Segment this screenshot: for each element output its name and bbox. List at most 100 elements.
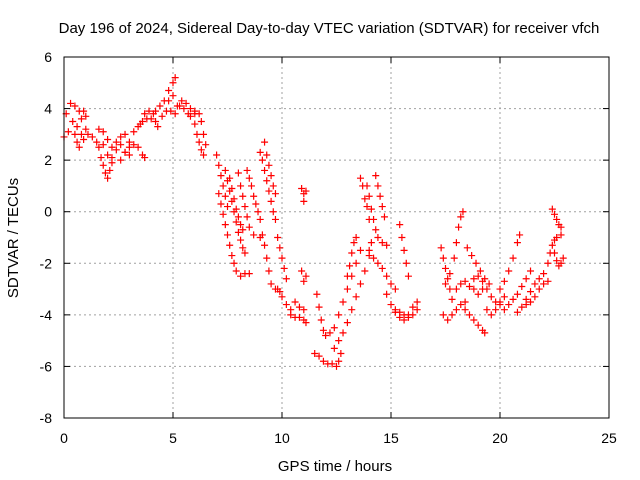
- data-point: [241, 203, 249, 211]
- data-point: [457, 301, 465, 309]
- data-point: [553, 257, 561, 265]
- data-point: [500, 306, 508, 314]
- series-arc38: [396, 221, 412, 280]
- data-point: [117, 141, 125, 149]
- data-point: [224, 231, 231, 239]
- plot-frame: [63, 56, 610, 419]
- data-point: [250, 192, 258, 200]
- data-point: [182, 99, 190, 107]
- series-arc24: [274, 234, 290, 283]
- data-point: [180, 105, 188, 113]
- data-point: [402, 259, 410, 267]
- data-point: [245, 174, 253, 182]
- series-arc43: [439, 298, 469, 324]
- data-point: [557, 223, 565, 231]
- data-point: [237, 236, 245, 244]
- series-arc45: [461, 306, 489, 337]
- data-point: [95, 143, 103, 151]
- data-point: [509, 254, 517, 262]
- data-point: [152, 117, 160, 125]
- series-arc34: [356, 174, 373, 223]
- data-point: [217, 172, 225, 180]
- data-point: [374, 182, 382, 190]
- data-point: [71, 102, 79, 110]
- data-point: [265, 187, 273, 195]
- data-point: [553, 215, 561, 223]
- data-point: [280, 264, 288, 272]
- data-point: [232, 205, 240, 213]
- data-point: [383, 290, 391, 298]
- data-point: [535, 275, 543, 283]
- data-point: [365, 246, 373, 254]
- data-point: [378, 264, 386, 272]
- data-point: [247, 182, 255, 190]
- data-point: [298, 185, 306, 193]
- data-point: [413, 306, 421, 314]
- data-point: [104, 151, 112, 159]
- data-point: [243, 166, 251, 174]
- data-point: [485, 280, 493, 288]
- data-point: [134, 143, 142, 151]
- data-point: [391, 285, 399, 293]
- data-point: [481, 329, 489, 337]
- data-point: [313, 290, 321, 298]
- data-point: [121, 148, 129, 156]
- data-point: [487, 293, 495, 301]
- series-arc27: [298, 185, 310, 205]
- data-point: [221, 221, 229, 229]
- data-point: [195, 138, 203, 146]
- data-point: [531, 280, 539, 288]
- data-point: [444, 275, 452, 283]
- series-arc49: [500, 267, 535, 314]
- data-point: [383, 241, 391, 249]
- data-point: [217, 200, 225, 208]
- data-point: [239, 192, 247, 200]
- data-point: [352, 234, 360, 241]
- data-point: [95, 125, 103, 133]
- data-point: [335, 357, 343, 365]
- data-point: [326, 329, 334, 337]
- data-point: [330, 324, 338, 332]
- y-tick-label: -4: [40, 307, 53, 323]
- data-point: [378, 239, 386, 247]
- data-point: [461, 277, 469, 285]
- data-point: [117, 133, 125, 141]
- data-point: [101, 169, 109, 177]
- data-point: [71, 130, 79, 138]
- data-point: [232, 267, 240, 275]
- series-arc28: [298, 267, 310, 285]
- data-point: [287, 311, 295, 319]
- data-point: [197, 146, 205, 154]
- data-point: [130, 141, 138, 149]
- data-point: [234, 213, 242, 221]
- data-point: [263, 177, 271, 185]
- data-point: [330, 344, 338, 352]
- data-point: [197, 117, 205, 125]
- data-point: [337, 350, 345, 358]
- data-point: [221, 166, 229, 174]
- series-arc07: [117, 115, 151, 164]
- data-point: [315, 352, 323, 360]
- data-point: [108, 154, 116, 162]
- data-point: [476, 267, 484, 275]
- data-point: [404, 272, 412, 280]
- data-point: [352, 293, 360, 301]
- data-point: [365, 192, 373, 200]
- data-point: [319, 357, 327, 365]
- data-point: [551, 249, 558, 257]
- data-point: [298, 267, 306, 275]
- y-tick-label: 4: [44, 101, 52, 117]
- data-point: [300, 306, 308, 314]
- data-point: [265, 267, 273, 275]
- data-point: [141, 110, 149, 118]
- series-arc32: [343, 234, 360, 280]
- data-point: [171, 74, 179, 82]
- series-arc03: [71, 130, 96, 151]
- data-point: [193, 130, 201, 138]
- data-point: [200, 130, 208, 138]
- data-point: [500, 277, 508, 285]
- data-point: [269, 182, 277, 190]
- data-point: [186, 105, 194, 113]
- series-arc40: [437, 244, 454, 293]
- series-arc46: [470, 272, 504, 309]
